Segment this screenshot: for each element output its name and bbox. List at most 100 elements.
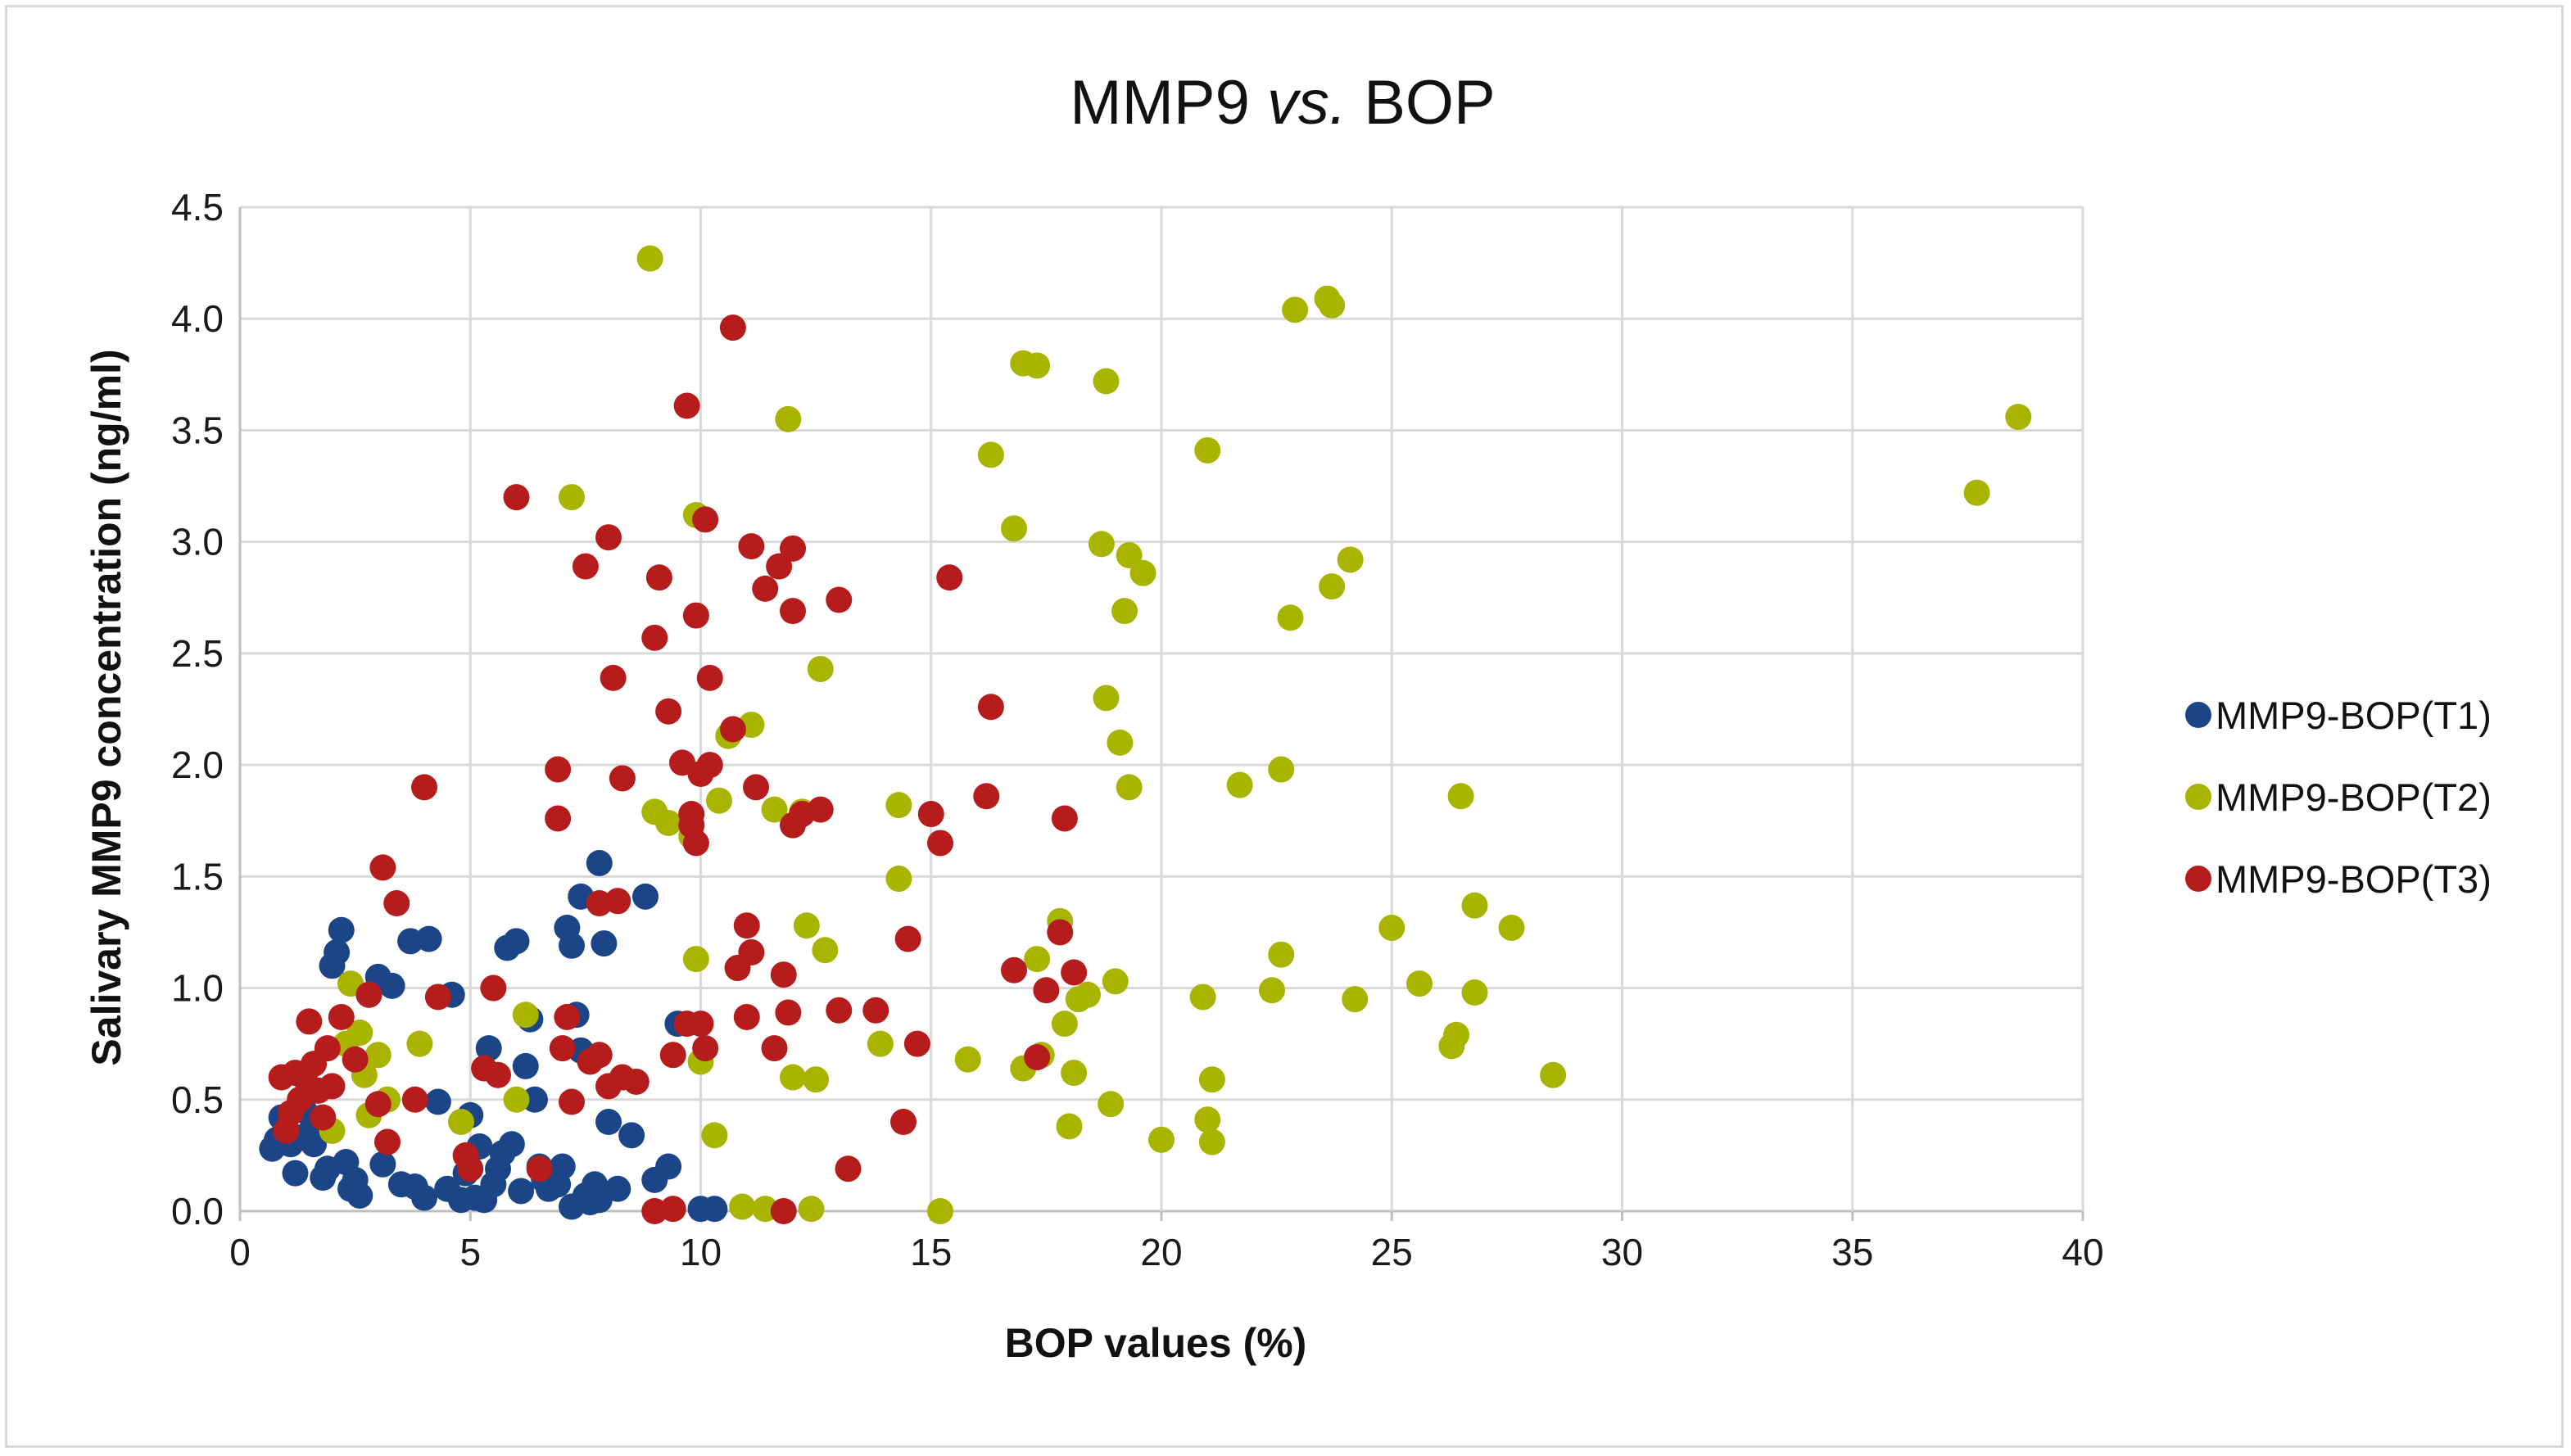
data-point [770,961,797,988]
data-point [545,756,572,783]
scatter-chart: MMP9 vs. BOP 0.0 0.5 1.0 1.5 2.0 2.5 3.0 3.5 4.0… [84,68,2492,1366]
data-point [406,1030,433,1057]
data-point [498,1131,525,1158]
data-point [766,553,793,580]
chart-title: MMP9 vs. BOP [1070,68,1495,138]
data-point [917,801,944,828]
data-point [1047,919,1074,946]
data-point [1051,1011,1078,1038]
y-tick-label: 0.0 [171,1190,224,1232]
data-point [733,1003,760,1030]
data-point [719,716,746,743]
data-point [807,655,834,682]
data-point [1061,959,1088,986]
gridlines [238,206,2084,1221]
x-axis-label: BOP values (%) [1005,1320,1307,1366]
legend-entry: MMP9-BOP(T1) [2216,694,2492,737]
data-point [526,1155,553,1182]
data-point [954,1046,981,1073]
data-point [1001,956,1027,983]
data-point [692,506,719,533]
data-point [1024,946,1051,973]
data-point [780,1064,806,1091]
data-point [890,1109,917,1136]
data-point [480,974,507,1002]
data-point [512,1002,539,1029]
y-tick-label: 4.0 [171,297,224,340]
data-point [328,1003,355,1030]
data-point [862,997,889,1024]
data-point [600,664,627,691]
data-point [1075,981,1101,1008]
y-axis-label: Salivary MMP9 concentration (ng/ml) [84,349,129,1065]
data-point [793,912,820,939]
data-point [1963,479,1990,506]
x-tick-label: 30 [1601,1231,1643,1273]
y-tick-label: 0.5 [171,1078,224,1121]
legend-entry: MMP9-BOP(T2) [2216,775,2492,819]
chart-frame: MMP9 vs. BOP 0.0 0.5 1.0 1.5 2.0 2.5 3.0 3.5 4.0… [5,5,2564,1448]
data-point [655,1153,682,1180]
data-point [503,484,530,511]
y-tick-label: 1.5 [171,855,224,898]
data-point [894,925,921,952]
data-point [696,752,723,779]
data-point [1226,771,1253,798]
data-point [803,1066,830,1093]
data-point [383,890,410,917]
data-point [2005,404,2032,431]
data-point [554,1003,581,1030]
data-point [545,805,572,832]
data-point [1194,1106,1221,1133]
data-point [595,524,622,551]
data-point [927,830,953,857]
data-point [591,930,618,957]
y-tick-label: 3.0 [171,521,224,563]
data-point [512,1052,539,1079]
data-point [1024,352,1051,379]
data-point [342,1046,369,1073]
data-point [655,809,682,836]
data-point [369,1151,396,1178]
data-point [807,796,834,823]
data-point [1116,542,1143,569]
data-point [522,1086,548,1113]
data-point [826,586,853,613]
data-point [1107,729,1134,756]
data-point [586,849,613,876]
data-point [1540,1061,1567,1088]
data-point [314,1035,341,1062]
data-point [503,928,530,955]
x-tick-label: 35 [1831,1231,1873,1273]
x-tick-label: 25 [1371,1231,1413,1273]
data-point [682,946,709,973]
x-tick-label: 5 [459,1231,481,1273]
y-tick-label: 2.0 [171,744,224,786]
data-point [1447,783,1474,810]
data-point [1198,1066,1225,1093]
data-point [885,792,912,819]
data-point [401,1086,428,1113]
data-point [682,602,709,629]
data-point [687,1011,714,1038]
data-point [378,972,405,999]
data-point [622,1068,650,1095]
data-point [319,1073,346,1100]
data-point [936,564,963,591]
legend-marker [2185,702,2211,728]
data-point [1093,368,1120,395]
data-point [738,533,765,560]
data-point [752,575,779,602]
data-point [604,888,631,915]
data-point [559,1193,585,1220]
data-point [1098,1091,1125,1118]
data-points [259,245,2032,1224]
x-tick-label: 20 [1140,1231,1182,1273]
data-point [549,1153,576,1180]
data-point [719,314,746,341]
data-point [977,694,1004,721]
data-point [424,1088,451,1115]
data-point [324,938,351,965]
data-point [1024,1044,1051,1071]
series-3 [268,314,1088,1224]
